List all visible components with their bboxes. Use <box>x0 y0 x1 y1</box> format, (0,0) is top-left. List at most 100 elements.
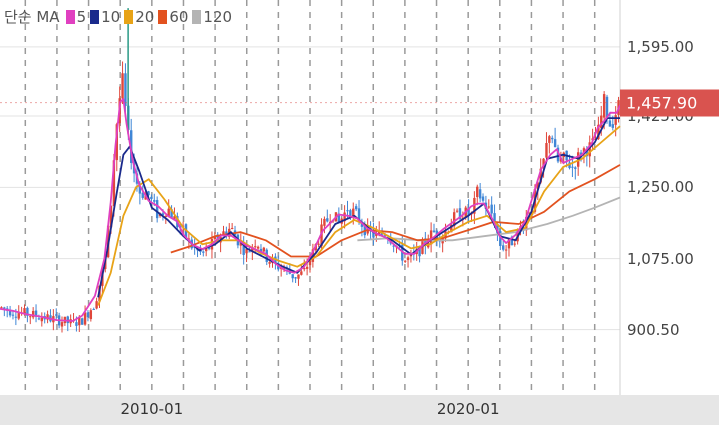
candle-body <box>602 94 606 118</box>
ma10-line <box>97 117 620 298</box>
candle-body <box>78 316 81 326</box>
candle-body <box>467 207 470 216</box>
candle-body <box>291 274 294 279</box>
candle-body <box>161 213 165 216</box>
candle-body <box>600 115 603 128</box>
candle-body <box>346 210 349 212</box>
candle-body <box>303 267 306 270</box>
candle-body <box>86 312 90 318</box>
ma20-line <box>97 125 621 306</box>
candle-body <box>507 239 511 249</box>
candle-body <box>297 274 300 279</box>
candle-body <box>147 191 150 196</box>
candle-body <box>548 136 551 143</box>
candle-body <box>256 246 260 249</box>
legend-item-ma120: 120 <box>192 8 232 26</box>
candle-body <box>66 316 69 324</box>
candle-body <box>614 115 617 125</box>
candle-body <box>363 224 366 236</box>
candle-body <box>26 307 29 316</box>
candle-body <box>230 227 234 229</box>
candle-body <box>383 235 387 237</box>
legend-item-ma10: 10 <box>90 8 120 26</box>
candle-body <box>588 142 591 157</box>
candle-body <box>542 158 545 168</box>
candle-body <box>481 196 485 201</box>
candle-body <box>372 230 375 238</box>
candle-body <box>539 168 542 183</box>
candle-body <box>493 213 496 226</box>
candle-body <box>608 120 612 127</box>
legend-item-ma5: 5 <box>65 8 86 26</box>
candle-body <box>545 143 548 158</box>
candle-body <box>605 96 609 118</box>
candle-body <box>294 277 297 279</box>
legend-swatch-ma120 <box>192 9 202 24</box>
candle-body <box>60 322 64 327</box>
candle-body <box>585 149 589 157</box>
legend-swatch-ma60 <box>158 9 168 24</box>
candle-body <box>242 244 245 255</box>
candle-body <box>308 260 312 266</box>
candle-body <box>115 124 118 161</box>
candle-body <box>574 167 577 169</box>
candle-body <box>490 204 493 214</box>
candle-body <box>80 318 84 325</box>
candle-body <box>109 205 113 228</box>
candle-body <box>23 308 26 314</box>
candle-body <box>525 217 528 231</box>
candle-body <box>155 200 159 219</box>
candle-body <box>83 312 87 325</box>
candle-body <box>452 212 456 227</box>
candle-body <box>259 248 263 252</box>
candle-body <box>352 208 355 217</box>
candle-body <box>248 251 251 253</box>
candle-body <box>568 162 571 169</box>
candle-body <box>153 200 156 202</box>
candle-body <box>17 313 20 319</box>
candle-body <box>424 238 427 246</box>
candle-body <box>245 249 248 254</box>
candle-body <box>14 316 18 318</box>
ma60-line <box>170 164 621 258</box>
legend-swatch-ma20 <box>124 9 134 24</box>
candle-body <box>150 196 153 200</box>
candle-body <box>167 208 170 217</box>
x-tick-label: 2010-01 <box>120 400 184 418</box>
candle-body <box>34 310 38 317</box>
candle-body <box>429 230 433 245</box>
legend-item-ma60: 60 <box>158 8 188 26</box>
candle-body <box>254 246 257 248</box>
candle-body <box>513 243 516 245</box>
legend-swatch-ma10 <box>90 9 100 24</box>
current-price-label: 1,457.90 <box>620 89 719 117</box>
candle-body <box>337 213 341 223</box>
legend-label-ma20: 20 <box>135 7 155 26</box>
candle-body <box>173 216 176 221</box>
candle-body <box>204 247 208 252</box>
candle-body <box>597 124 600 140</box>
x-tick-label: 2020-01 <box>436 400 500 418</box>
candle-body <box>3 307 6 309</box>
x-axis-bar <box>0 395 719 425</box>
candle-body <box>222 231 225 236</box>
candle-body <box>392 245 395 247</box>
candle-body <box>164 215 168 217</box>
candle-body <box>403 260 407 262</box>
candle-body <box>504 249 508 251</box>
candle-body <box>502 245 505 250</box>
candle-body <box>207 246 211 249</box>
candle-body <box>499 231 502 246</box>
candle-body <box>213 236 217 240</box>
candle-body <box>75 322 78 326</box>
candle-body <box>124 73 127 106</box>
candle-body <box>317 243 320 245</box>
ma5-line <box>0 98 621 322</box>
candle-body <box>450 224 453 233</box>
candle-body <box>29 316 32 318</box>
candle-body <box>556 147 560 162</box>
candle-body <box>89 310 93 320</box>
candle-body <box>141 192 144 198</box>
candle-body <box>202 251 205 253</box>
